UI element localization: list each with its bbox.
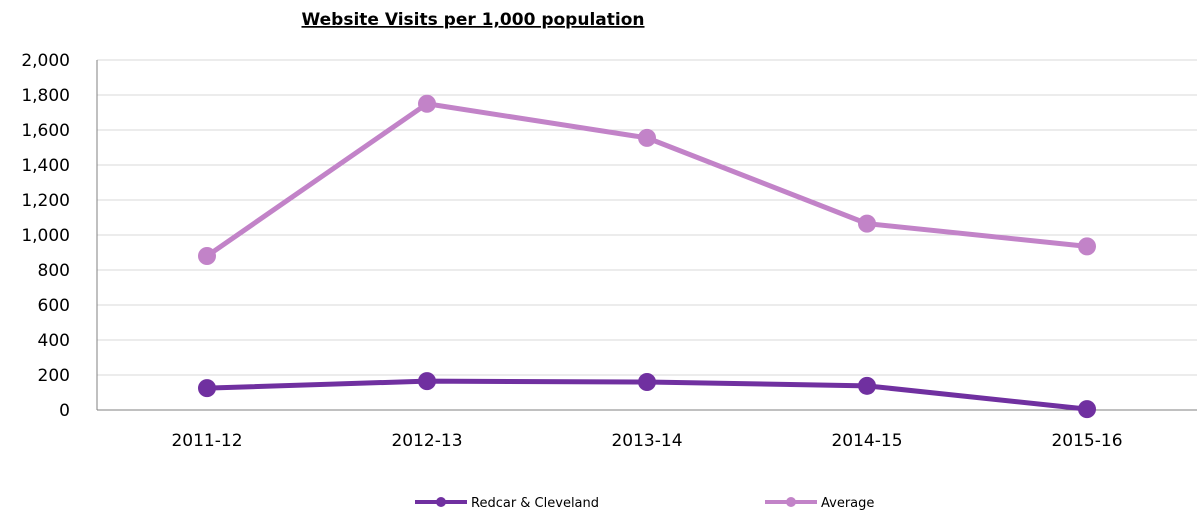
data-point <box>198 379 216 398</box>
x-tick-label: 2012-13 <box>391 431 462 451</box>
x-tick-label: 2015-16 <box>1051 431 1122 451</box>
x-tick-label: 2013-14 <box>611 431 682 451</box>
y-tick-label: 800 <box>38 261 70 281</box>
y-tick-label: 1,600 <box>21 121 70 141</box>
data-point <box>638 128 656 147</box>
legend-label: Redcar & Cleveland <box>471 496 599 511</box>
x-tick-label: 2011-12 <box>171 431 242 451</box>
data-point <box>418 94 436 113</box>
data-point <box>638 373 656 391</box>
y-tick-label: 1,800 <box>21 86 70 106</box>
series-line <box>205 101 1088 259</box>
y-tick-label: 400 <box>38 331 70 351</box>
data-point <box>858 214 876 233</box>
x-axis-ticks: 2011-12 2012-13 2013-14 2014-15 2015-16 <box>171 431 1122 451</box>
legend: Redcar & Cleveland Average <box>415 496 874 511</box>
data-point <box>198 247 216 265</box>
data-point <box>418 372 436 391</box>
legend-marker <box>786 497 796 507</box>
data-point <box>858 376 876 395</box>
y-tick-label: 0 <box>59 401 70 421</box>
gridlines <box>97 59 1197 376</box>
y-axis-ticks: 0 200 400 600 800 1,000 1,200 1,400 1,600 1,800 2,… <box>21 51 70 421</box>
y-tick-label: 200 <box>38 366 70 386</box>
x-tick-label: 2014-15 <box>831 431 902 451</box>
series-lines <box>198 94 1096 419</box>
y-tick-label: 1,400 <box>21 156 70 176</box>
legend-marker <box>436 497 446 507</box>
data-point <box>1078 237 1096 256</box>
legend-label: Average <box>821 496 874 511</box>
y-tick-label: 1,000 <box>21 226 70 246</box>
y-tick-label: 2,000 <box>21 51 70 71</box>
chart-title: Website Visits per 1,000 population <box>301 10 644 30</box>
data-point <box>1078 400 1096 419</box>
y-tick-label: 1,200 <box>21 191 70 211</box>
y-tick-label: 600 <box>38 296 70 316</box>
